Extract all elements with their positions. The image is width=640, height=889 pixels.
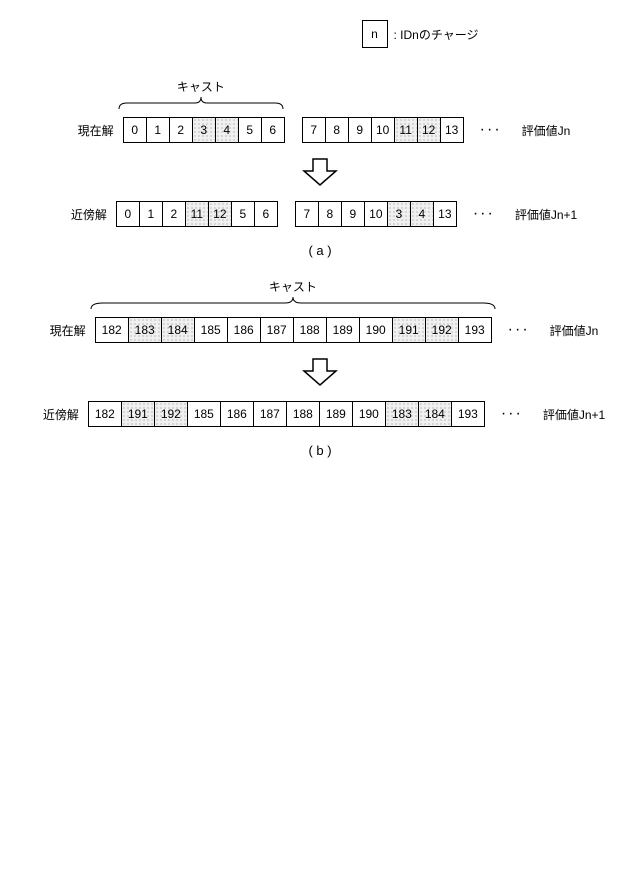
cell: 12 <box>208 201 232 227</box>
cell: 188 <box>293 317 327 343</box>
seq-group-b2: 182191192185186187188189190183184193 <box>89 401 485 427</box>
seq-a1-right: 78910111213 <box>303 117 464 143</box>
cell: 5 <box>231 201 255 227</box>
brace-a: キャスト <box>117 78 285 109</box>
cast-label-a: キャスト <box>177 78 225 95</box>
cell: 184 <box>418 401 452 427</box>
cell: 186 <box>227 317 261 343</box>
brace-b: キャスト <box>89 278 497 309</box>
cell: 2 <box>169 117 193 143</box>
cell: 9 <box>348 117 372 143</box>
cell: 193 <box>451 401 485 427</box>
cell: 3 <box>387 201 411 227</box>
cell: 186 <box>220 401 254 427</box>
row-label: 現在解 <box>70 122 124 139</box>
cast-header-b: キャスト <box>35 278 605 309</box>
figure-container: n : IDnのチャージ キャスト 現在解 0123456 7891011121… <box>35 20 605 458</box>
cell: 5 <box>238 117 262 143</box>
seq-b2: 182191192185186187188189190183184193 <box>89 401 485 427</box>
cell: 1 <box>139 201 163 227</box>
cell: 8 <box>325 117 349 143</box>
cell: 191 <box>392 317 426 343</box>
eval-label: 評価値Jn+1 <box>495 206 577 223</box>
seq-group-a2: 012111256 789103413 <box>117 201 457 227</box>
legend-label: : IDnのチャージ <box>394 26 479 43</box>
eval-label: 評価値Jn+1 <box>523 406 605 423</box>
row-b1: 現在解 182183184185186187188189190191192193… <box>42 317 599 343</box>
cell: 189 <box>319 401 353 427</box>
cell: 7 <box>302 117 326 143</box>
cell: 188 <box>286 401 320 427</box>
cell: 182 <box>88 401 122 427</box>
row-label: 現在解 <box>42 322 96 339</box>
cell: 2 <box>162 201 186 227</box>
section-b-label: ( b ) <box>308 443 331 458</box>
cell: 10 <box>371 117 395 143</box>
seq-a2-right: 789103413 <box>296 201 457 227</box>
cell: 185 <box>187 401 221 427</box>
cast-header-a: キャスト <box>63 78 577 109</box>
cell: 12 <box>417 117 441 143</box>
cell: 184 <box>161 317 195 343</box>
row-label: 近傍解 <box>35 406 89 423</box>
cell: 182 <box>95 317 129 343</box>
ellipsis-icon: ··· <box>492 321 530 339</box>
cell: 190 <box>359 317 393 343</box>
eval-label: 評価値Jn <box>502 122 571 139</box>
cell: 4 <box>215 117 239 143</box>
seq-group-a1: 0123456 78910111213 <box>124 117 464 143</box>
cell: 187 <box>253 401 287 427</box>
cell: 6 <box>261 117 285 143</box>
brace-icon <box>117 97 285 109</box>
row-a2: 近傍解 012111256 789103413 ··· 評価値Jn+1 <box>63 201 577 227</box>
section-b: キャスト 現在解 1821831841851861871881891901911… <box>35 278 605 458</box>
cell: 13 <box>433 201 457 227</box>
cell: 191 <box>121 401 155 427</box>
cell: 192 <box>425 317 459 343</box>
cell: 4 <box>410 201 434 227</box>
brace-icon <box>89 297 497 309</box>
cell: 6 <box>254 201 278 227</box>
ellipsis-icon: ··· <box>464 121 502 139</box>
seq-a1-left: 0123456 <box>124 117 285 143</box>
cell: 187 <box>260 317 294 343</box>
cell: 11 <box>185 201 209 227</box>
section-a: キャスト 現在解 0123456 78910111213 ··· 評価値Jn <box>63 78 577 258</box>
cell: 183 <box>128 317 162 343</box>
seq-group-b1: 182183184185186187188189190191192193 <box>96 317 492 343</box>
cell: 1 <box>146 117 170 143</box>
arrow-down-icon <box>300 157 340 187</box>
ellipsis-icon: ··· <box>457 205 495 223</box>
eval-label: 評価値Jn <box>530 322 599 339</box>
legend-cell: n <box>362 20 388 48</box>
cell: 0 <box>116 201 140 227</box>
cell: 10 <box>364 201 388 227</box>
cell: 11 <box>394 117 418 143</box>
cell: 3 <box>192 117 216 143</box>
cell: 185 <box>194 317 228 343</box>
cell: 193 <box>458 317 492 343</box>
section-a-label: ( a ) <box>308 243 331 258</box>
cell: 183 <box>385 401 419 427</box>
cell: 13 <box>440 117 464 143</box>
cell: 0 <box>123 117 147 143</box>
row-a1: 現在解 0123456 78910111213 ··· 評価値Jn <box>70 117 571 143</box>
arrow-down-icon <box>300 357 340 387</box>
cast-label-b: キャスト <box>269 278 317 295</box>
cell: 7 <box>295 201 319 227</box>
cell: 189 <box>326 317 360 343</box>
row-label: 近傍解 <box>63 206 117 223</box>
row-b2: 近傍解 182191192185186187188189190183184193… <box>35 401 605 427</box>
cell: 190 <box>352 401 386 427</box>
cell: 8 <box>318 201 342 227</box>
seq-a2-left: 012111256 <box>117 201 278 227</box>
seq-b1: 182183184185186187188189190191192193 <box>96 317 492 343</box>
ellipsis-icon: ··· <box>485 405 523 423</box>
legend: n : IDnのチャージ <box>362 20 479 48</box>
cell: 9 <box>341 201 365 227</box>
cell: 192 <box>154 401 188 427</box>
